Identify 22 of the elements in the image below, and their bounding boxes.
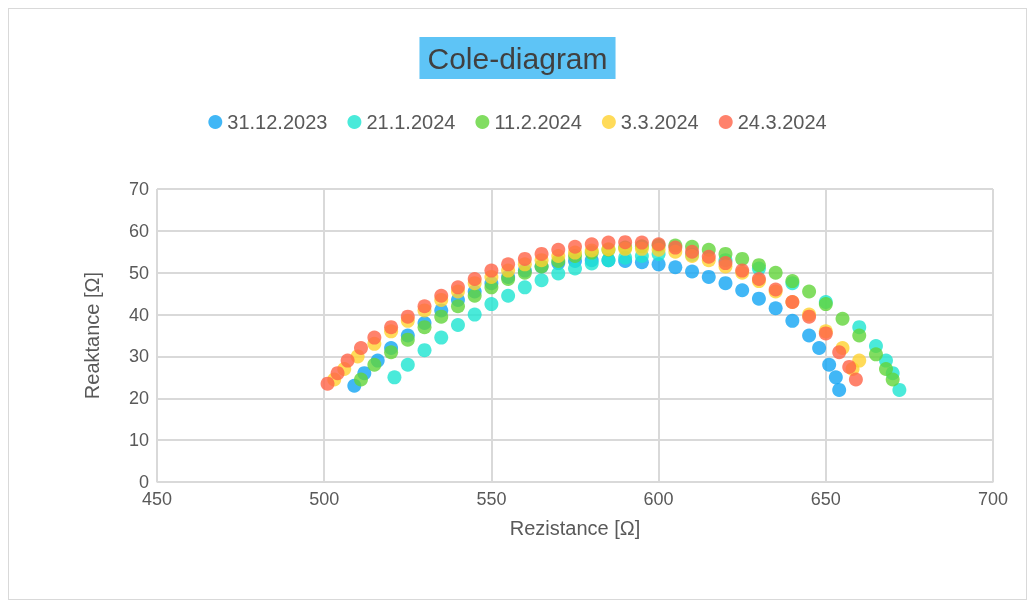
x-axis-title: Rezistance [Ω] <box>509 517 641 539</box>
y-tick-label: 0 <box>138 472 149 492</box>
x-tick-label: 650 <box>810 489 841 509</box>
y-axis-title: Reaktance [Ω] <box>81 271 103 400</box>
x-tick-label: 700 <box>977 489 1009 509</box>
x-tick-label: 600 <box>643 489 674 509</box>
legend-label: 21.1.2024 <box>366 111 456 133</box>
legend-label: 24.3.2024 <box>737 111 827 133</box>
chart-title: Cole-diagram <box>427 41 608 75</box>
y-tick-label: 30 <box>128 346 149 367</box>
y-tick-label: 70 <box>128 179 149 199</box>
x-tick-label: 450 <box>141 489 173 509</box>
legend-label: 31.12.2023 <box>227 111 328 133</box>
y-tick-label: 60 <box>128 220 149 241</box>
x-tick-label: 500 <box>309 489 340 509</box>
y-tick-label: 40 <box>128 304 149 325</box>
y-tick-label: 50 <box>128 262 149 283</box>
legend-label: 11.2.2024 <box>494 111 582 133</box>
y-tick-label: 20 <box>128 388 149 409</box>
x-tick-label: 550 <box>476 489 507 509</box>
y-tick-label: 10 <box>128 430 149 451</box>
legend-label: 3.3.2024 <box>620 111 699 133</box>
